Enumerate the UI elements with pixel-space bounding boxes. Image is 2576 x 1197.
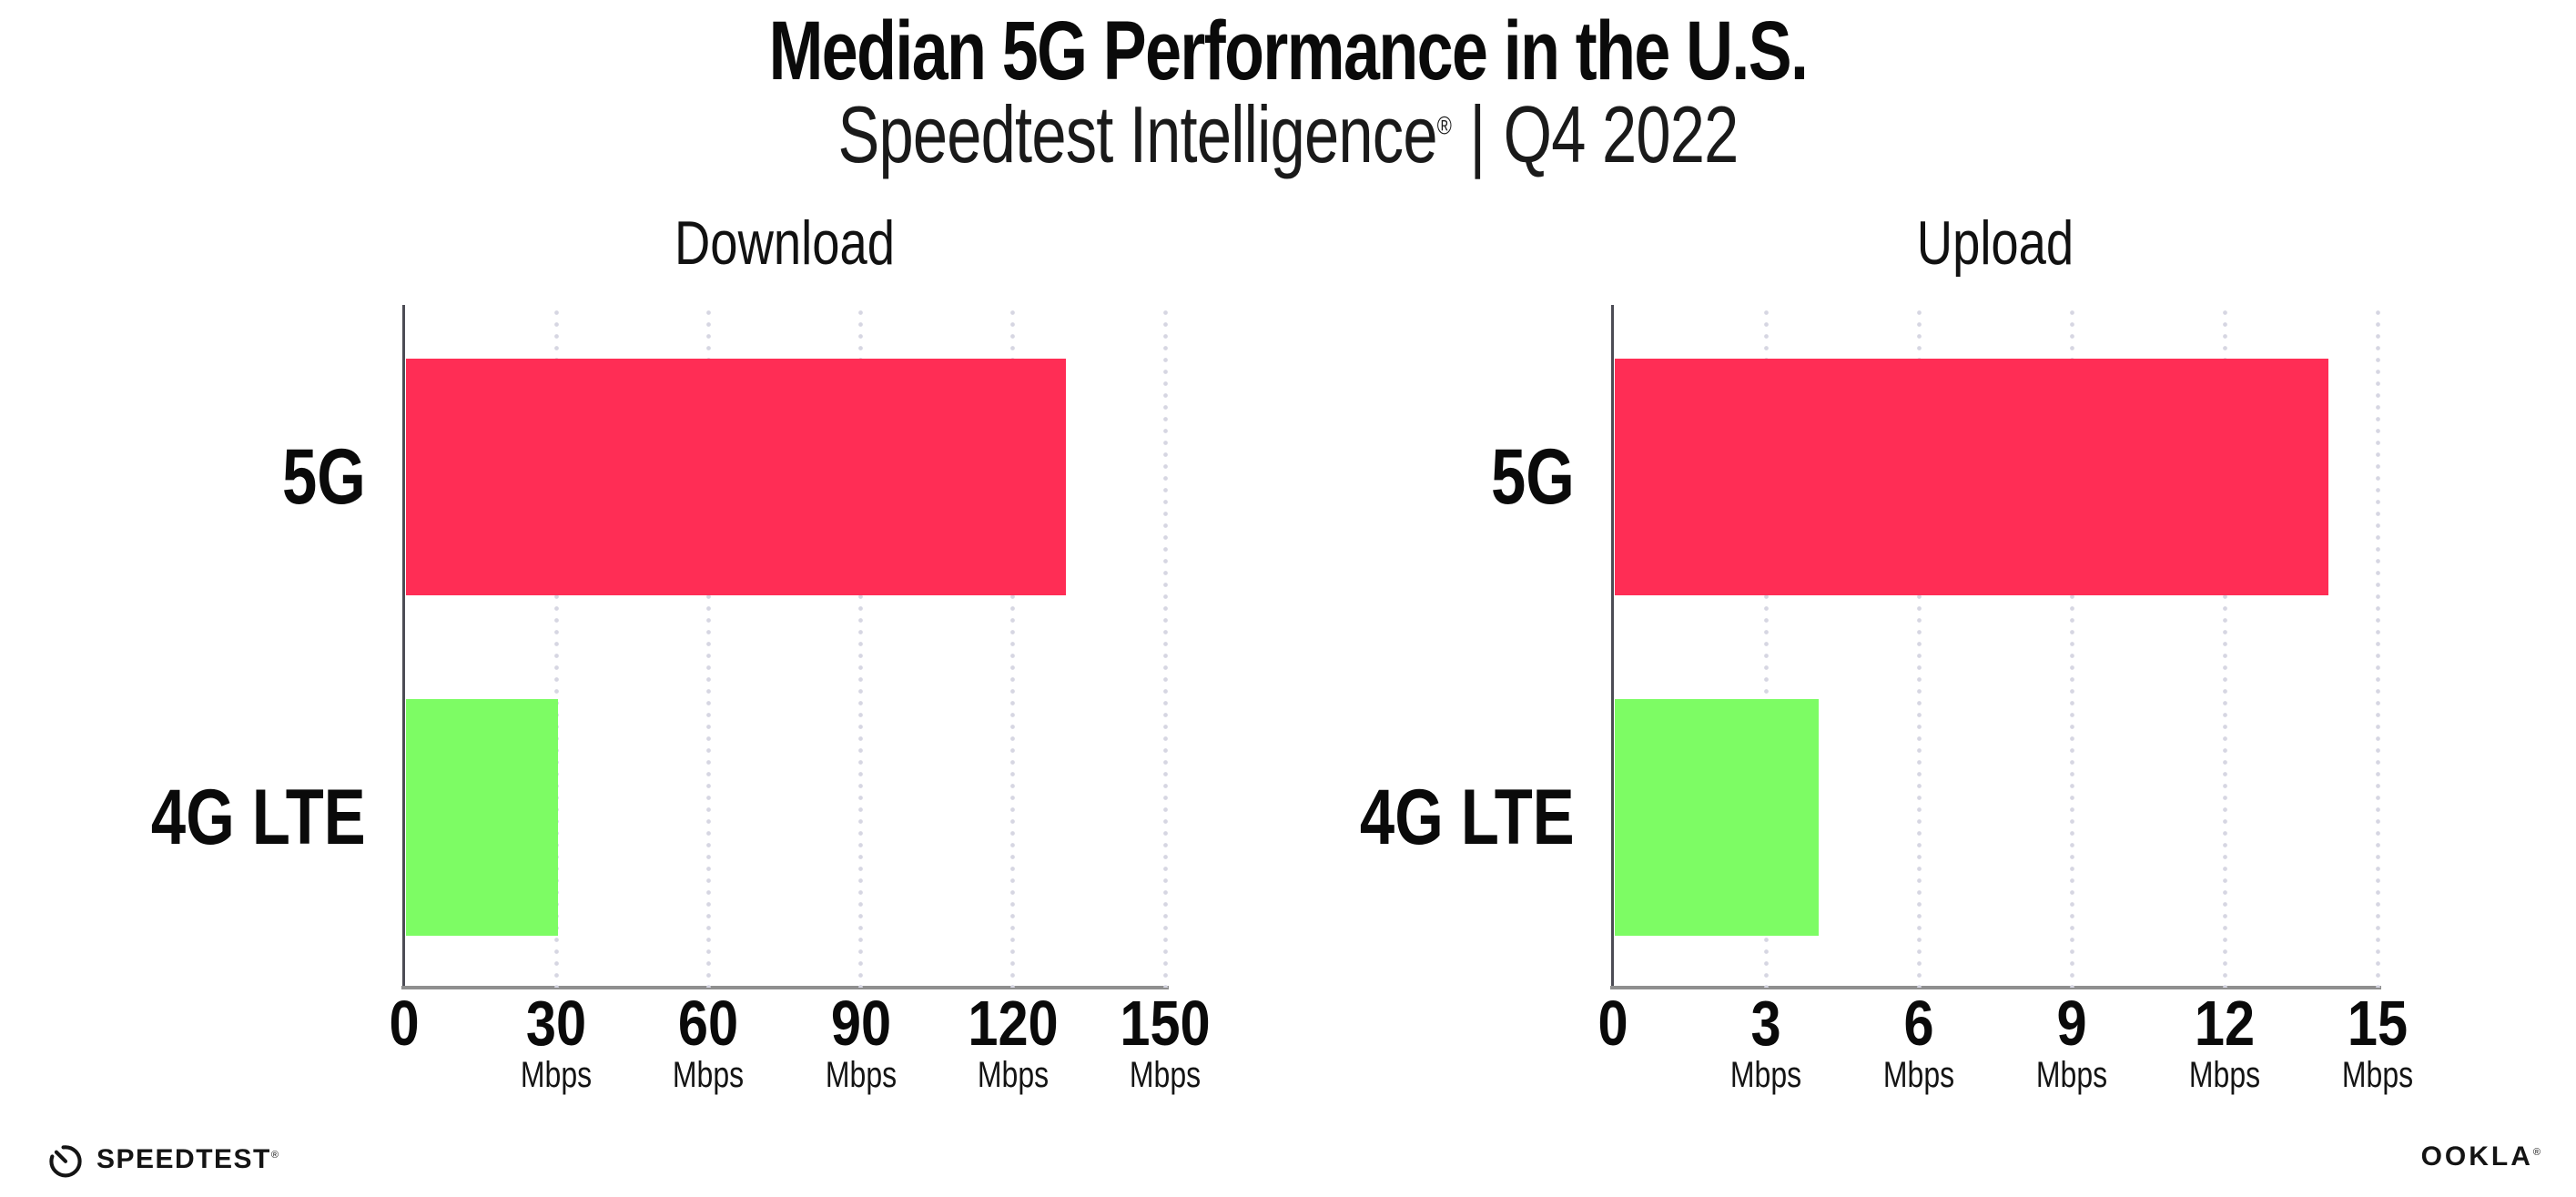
download-chart: Download 0 30 Mbps 60 Mbps 90 Mbps 120 Mbps 150 Mb… [151, 212, 1211, 1093]
x-tick-unit-label: Mbps [2341, 1055, 2414, 1095]
category-label-5g: 5G [282, 433, 366, 521]
download-chart-title: Download [674, 208, 895, 278]
x-tick-label: 12 [2194, 988, 2256, 1059]
x-tick-unit-label: Mbps [2035, 1055, 2108, 1095]
x-tick-unit-label: Mbps [521, 1055, 593, 1095]
x-tick-label: 3 [1750, 988, 1781, 1059]
x-axis-line [1610, 986, 2381, 989]
speedtest-gauge-icon [49, 1145, 82, 1178]
subtitle-period: Q4 2022 [1503, 89, 1739, 179]
x-tick-label: 0 [389, 988, 420, 1059]
x-axis-line [401, 986, 1169, 989]
x-tick-label: 15 [2347, 988, 2409, 1059]
gridline [1010, 307, 1016, 988]
x-tick-label: 150 [1120, 988, 1211, 1059]
x-tick-label: 60 [678, 988, 739, 1059]
x-tick-label: 120 [968, 988, 1059, 1059]
gridline [858, 307, 864, 988]
x-tick-unit-label: Mbps [2188, 1055, 2261, 1095]
x-tick-label: 0 [1597, 988, 1628, 1059]
registered-mark: ® [1436, 111, 1452, 140]
gridline [2222, 307, 2227, 988]
x-tick-unit-label: Mbps [977, 1055, 1049, 1095]
category-label-5g: 5G [1491, 433, 1575, 521]
gridline [553, 307, 559, 988]
speedtest-logo: SPEEDTEST® [46, 1140, 279, 1180]
speedtest-wordmark: SPEEDTEST® [96, 1144, 280, 1174]
x-tick-label: 6 [1903, 988, 1934, 1059]
gridline [1763, 307, 1769, 988]
ookla-registered-mark: ® [2532, 1147, 2543, 1158]
gridline [1916, 307, 1922, 988]
x-tick-unit-label: Mbps [825, 1055, 897, 1095]
page-title: Median 5G Performance in the U.S. [768, 5, 1809, 97]
gridline [1162, 307, 1168, 988]
x-tick-label: 90 [830, 988, 891, 1059]
speedtest-registered-mark: ® [270, 1150, 280, 1161]
bar-4g-lte [1615, 699, 1819, 936]
ookla-logo: OOKLA® [2421, 1143, 2543, 1171]
bar-5g [1615, 359, 2328, 595]
y-axis-line [402, 305, 405, 989]
x-tick-unit-label: Mbps [673, 1055, 745, 1095]
x-tick-label: 9 [2056, 988, 2087, 1059]
page-subtitle: Speedtest Intelligence® | Q4 2022 [283, 89, 2292, 179]
x-tick-unit-label: Mbps [1729, 1055, 1802, 1095]
download-plot-area: 0 30 Mbps 60 Mbps 90 Mbps 120 Mbps 150 Mbps 5G 4G LT… [151, 305, 1211, 1093]
x-tick-label: 30 [526, 988, 587, 1059]
x-tick-unit-label: Mbps [1882, 1055, 1955, 1095]
bar-5g [406, 359, 1066, 595]
ookla-wordmark: OOKLA [2420, 1141, 2533, 1172]
upload-chart-title: Upload [1916, 208, 2074, 278]
subtitle-brand: Speedtest Intelligence [837, 89, 1437, 179]
x-tick-unit-label: Mbps [1129, 1055, 1202, 1095]
gridline [2375, 307, 2380, 988]
gridline [2069, 307, 2074, 988]
bar-4g-lte [406, 699, 559, 936]
upload-chart: Upload 0 3 Mbps 6 Mbps 9 Mbps 12 Mbps 15 Mbps 5G 4G … [1360, 212, 2413, 1093]
subtitle-separator: | [1469, 89, 1486, 179]
category-label-4g-lte: 4G LTE [151, 774, 366, 861]
upload-plot-area: 0 3 Mbps 6 Mbps 9 Mbps 12 Mbps 15 Mbps 5G 4G LTE [1360, 305, 2413, 1093]
category-label-4g-lte: 4G LTE [1360, 774, 1575, 861]
y-axis-line [1611, 305, 1614, 989]
gridline [705, 307, 711, 988]
